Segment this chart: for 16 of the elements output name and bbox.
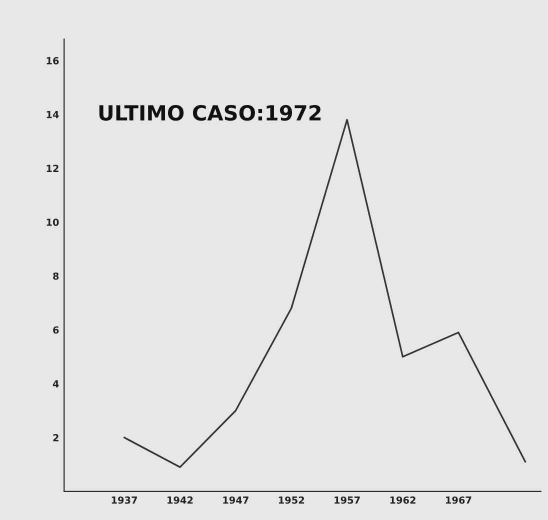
y-tick-label: 4 [52,380,59,388]
y-tick-label: 10 [46,218,59,226]
x-tick-label: 1937 [112,496,138,504]
y-tick-label: 14 [46,111,59,118]
y-tick-label: 2 [53,434,58,442]
y-tick-label: 12 [46,164,58,172]
y-tick-label: 8 [53,272,59,280]
x-tick-label: 1942 [168,496,193,504]
x-tick-label: 1957 [334,496,360,504]
annotation: ULTIMO CASO:1972 [99,104,321,121]
x-tick-label: 1962 [390,496,416,504]
x-tick-label: 1967 [446,496,472,504]
x-tick-label: 1947 [223,496,248,504]
y-tick-label: 6 [53,326,59,334]
x-tick-label: 1952 [278,496,304,504]
y-tick-label: 16 [46,57,59,64]
